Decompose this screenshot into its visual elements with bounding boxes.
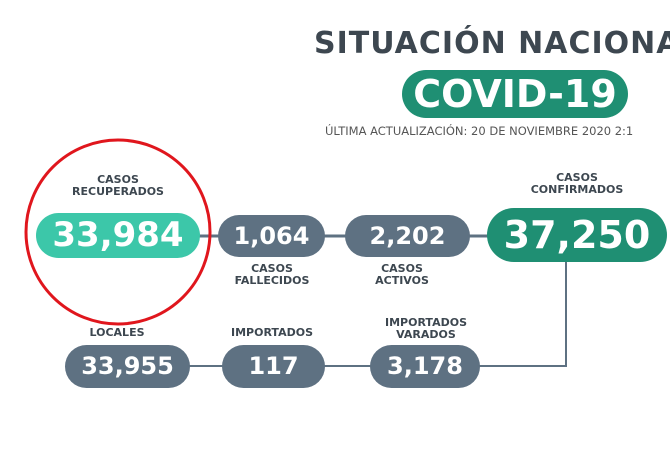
stat-value: 117 [222, 345, 325, 388]
stat-value: 33,984 [36, 213, 200, 258]
label-line: CONFIRMADOS [530, 183, 624, 196]
label-line: CASOS [97, 173, 139, 186]
stat-label: IMPORTADOS [202, 327, 342, 339]
stat-value: 1,064 [218, 215, 325, 257]
label-line: ACTIVOS [375, 274, 429, 287]
stat-label: CASOS ACTIVOS [332, 263, 472, 287]
label-line: IMPORTADOS [231, 326, 313, 339]
stat-label: CASOS FALLECIDOS [202, 263, 342, 287]
label-line: IMPORTADOS [385, 316, 467, 329]
label-line: CASOS [381, 262, 423, 275]
label-line: RECUPERADOS [72, 185, 164, 198]
stat-value: 37,250 [487, 208, 667, 262]
stat-label: CASOS RECUPERADOS [48, 174, 188, 198]
label-line: CASOS [556, 171, 598, 184]
stat-value: 33,955 [65, 345, 190, 388]
label-line: CASOS [251, 262, 293, 275]
stat-label: IMPORTADOS VARADOS [356, 317, 496, 341]
stat-value: 2,202 [345, 215, 470, 257]
stat-label: CASOS CONFIRMADOS [507, 172, 647, 196]
badge: COVID-19 [402, 70, 628, 118]
title: SITUACIÓN NACIONA [314, 26, 670, 61]
label-line: VARADOS [396, 328, 456, 341]
stat-value: 3,178 [370, 345, 480, 388]
highlight-circle [24, 138, 212, 326]
label-line: LOCALES [89, 326, 145, 339]
stat-label: LOCALES [47, 327, 187, 339]
update-line: ÚLTIMA ACTUALIZACIÓN: 20 DE NOVIEMBRE 20… [325, 124, 634, 138]
label-line: FALLECIDOS [234, 274, 310, 287]
